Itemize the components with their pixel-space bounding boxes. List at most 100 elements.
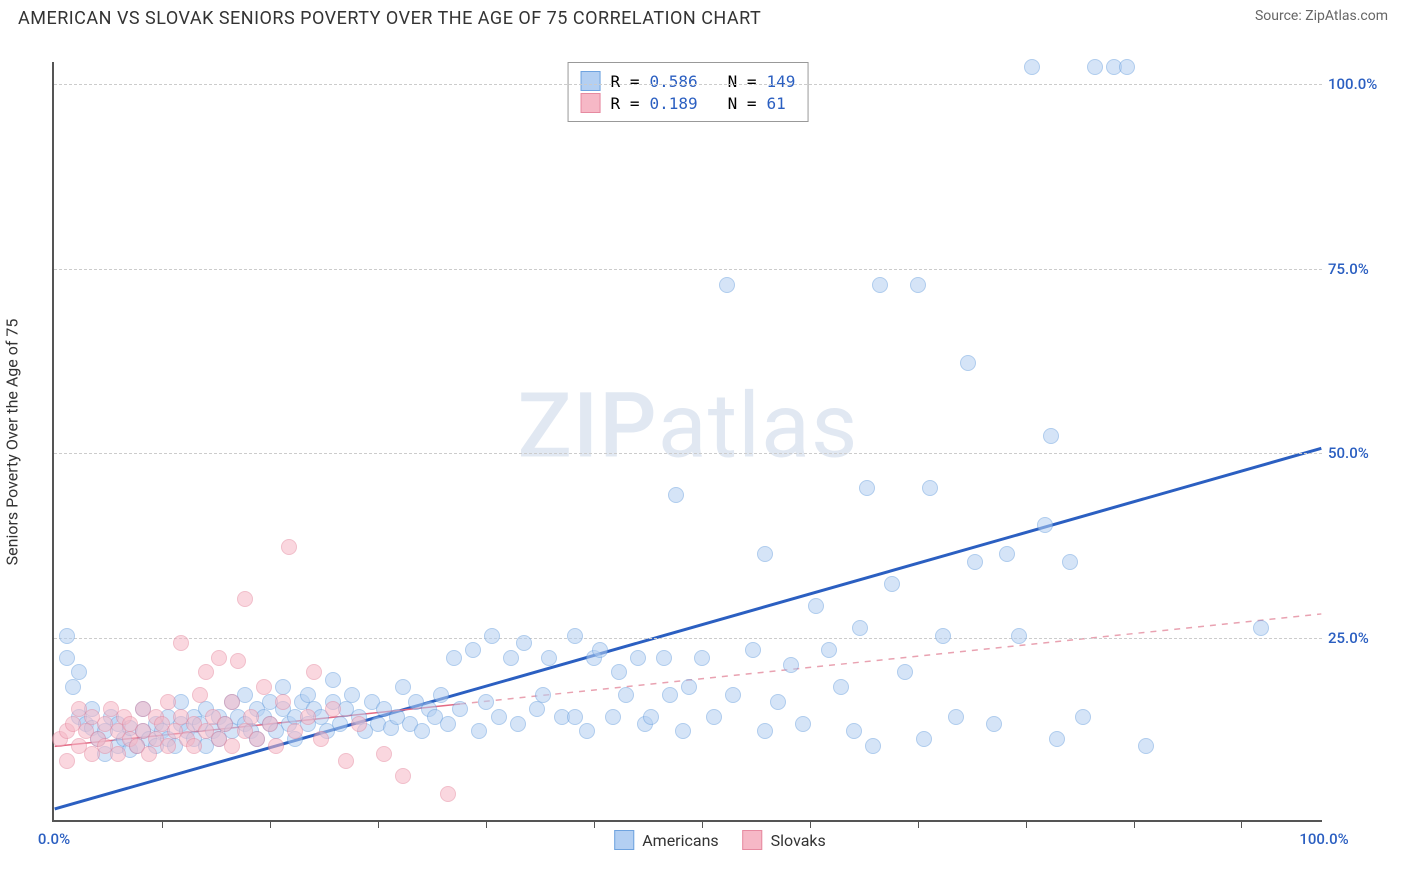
data-point [65, 679, 81, 695]
data-point [999, 546, 1015, 562]
x-tick-mark [378, 820, 379, 828]
data-point [668, 487, 684, 503]
data-point [618, 687, 634, 703]
data-point [516, 635, 532, 651]
stats-box: R = 0.586 N = 149 R = 0.189 N = 61 [568, 62, 809, 122]
data-point [471, 723, 487, 739]
n-value-americans: 149 [767, 72, 796, 91]
stats-row-americans: R = 0.586 N = 149 [581, 71, 796, 91]
data-point [1043, 428, 1059, 444]
data-point [338, 753, 354, 769]
r-value-slovaks: 0.189 [649, 94, 697, 113]
gridline [54, 638, 1322, 639]
r-value-americans: 0.586 [649, 72, 697, 91]
data-point [643, 709, 659, 725]
data-point [484, 628, 500, 644]
data-point [237, 591, 253, 607]
data-point [300, 709, 316, 725]
plot-area: ZIPatlas R = 0.586 N = 149 R = 0.189 N =… [52, 62, 1322, 822]
data-point [865, 738, 881, 754]
chart-title: AMERICAN VS SLOVAK SENIORS POVERTY OVER … [18, 8, 761, 29]
data-point [440, 786, 456, 802]
data-point [59, 628, 75, 644]
source-label: Source: ZipAtlas.com [1255, 8, 1388, 24]
data-point [452, 701, 468, 717]
data-point [922, 480, 938, 496]
data-point [719, 277, 735, 293]
data-point [960, 355, 976, 371]
data-point [478, 694, 494, 710]
data-point [325, 672, 341, 688]
legend: Americans Slovaks [614, 830, 826, 850]
data-point [1138, 738, 1154, 754]
data-point [160, 738, 176, 754]
data-point [414, 723, 430, 739]
data-point [281, 539, 297, 555]
x-tick-mark [594, 820, 595, 828]
data-point [656, 650, 672, 666]
data-point [846, 723, 862, 739]
x-tick-label: 0.0% [38, 830, 70, 848]
y-tick-label: 75.0% [1328, 260, 1384, 278]
data-point [757, 723, 773, 739]
data-point [910, 277, 926, 293]
data-point [141, 746, 157, 762]
chart-header: AMERICAN VS SLOVAK SENIORS POVERTY OVER … [0, 0, 1406, 29]
data-point [446, 650, 462, 666]
data-point [757, 546, 773, 562]
data-point [579, 723, 595, 739]
data-point [935, 628, 951, 644]
data-point [1024, 59, 1040, 75]
swatch-americans [581, 71, 601, 91]
data-point [967, 554, 983, 570]
data-point [395, 679, 411, 695]
n-label: N = [728, 72, 757, 91]
legend-label: Americans [642, 831, 718, 850]
data-point [745, 642, 761, 658]
data-point [1253, 620, 1269, 636]
data-point [198, 664, 214, 680]
y-tick-label: 100.0% [1328, 75, 1384, 93]
data-point [833, 679, 849, 695]
data-point [852, 620, 868, 636]
gridline [54, 453, 1322, 454]
data-point [306, 664, 322, 680]
data-point [694, 650, 710, 666]
swatch-slovaks [581, 93, 601, 113]
data-point [916, 731, 932, 747]
data-point [313, 731, 329, 747]
y-tick-label: 50.0% [1328, 444, 1384, 462]
data-point [160, 694, 176, 710]
data-point [859, 480, 875, 496]
data-point [465, 642, 481, 658]
data-point [325, 701, 341, 717]
data-point [821, 642, 837, 658]
data-point [541, 650, 557, 666]
data-point [395, 768, 411, 784]
data-point [376, 746, 392, 762]
data-point [884, 576, 900, 592]
data-point [611, 664, 627, 680]
data-point [110, 746, 126, 762]
data-point [872, 277, 888, 293]
gridline [54, 84, 1322, 85]
x-tick-mark [1026, 820, 1027, 828]
data-point [592, 642, 608, 658]
data-point [630, 650, 646, 666]
legend-item-americans: Americans [614, 830, 718, 850]
data-point [770, 694, 786, 710]
x-tick-mark [162, 820, 163, 828]
data-point [224, 694, 240, 710]
data-point [681, 679, 697, 695]
x-tick-mark [810, 820, 811, 828]
data-point [1119, 59, 1135, 75]
data-point [491, 709, 507, 725]
data-point [344, 687, 360, 703]
r-label: R = [611, 72, 640, 91]
data-point [211, 650, 227, 666]
data-point [275, 679, 291, 695]
data-point [230, 653, 246, 669]
data-point [186, 738, 202, 754]
data-point [529, 701, 545, 717]
data-point [1049, 731, 1065, 747]
